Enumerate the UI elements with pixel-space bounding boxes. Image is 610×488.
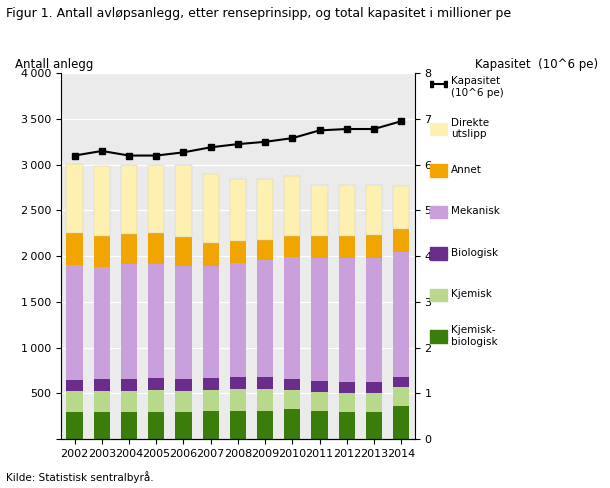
Bar (366, 392, 382, 412)
Bar (339, 392, 355, 412)
Bar (284, 176, 301, 236)
Text: Kjemisk: Kjemisk (451, 289, 492, 299)
Bar (230, 411, 246, 439)
Bar (257, 389, 273, 411)
Bar (257, 179, 273, 240)
Bar (121, 391, 137, 412)
Bar (203, 411, 219, 439)
Bar (175, 379, 192, 391)
Bar (148, 233, 165, 264)
Bar (175, 266, 192, 379)
Bar (366, 382, 382, 392)
Bar (393, 252, 409, 377)
Bar (284, 409, 301, 439)
Bar (94, 267, 110, 379)
Bar (230, 377, 246, 389)
Bar (366, 259, 382, 382)
Bar (203, 378, 219, 390)
Bar (94, 236, 110, 267)
Bar (148, 378, 165, 390)
Bar (257, 260, 273, 377)
Bar (339, 412, 355, 439)
Bar (148, 164, 165, 233)
Bar (203, 266, 219, 378)
Bar (66, 233, 83, 265)
Bar (121, 379, 137, 391)
Bar (203, 243, 219, 266)
Bar (257, 377, 273, 389)
Bar (257, 240, 273, 260)
Bar (66, 265, 83, 380)
Bar (284, 379, 301, 390)
Bar (175, 391, 192, 412)
Bar (121, 165, 137, 234)
Bar (366, 412, 382, 439)
Bar (94, 391, 110, 412)
Bar (148, 264, 165, 378)
Bar (393, 186, 409, 229)
Bar (393, 386, 409, 406)
Text: Kapasitet  (10^6 pe): Kapasitet (10^6 pe) (475, 59, 598, 71)
Bar (66, 164, 83, 233)
Bar (66, 380, 83, 391)
Text: Mekanisk: Mekanisk (451, 206, 500, 216)
Bar (284, 257, 301, 379)
Bar (284, 236, 301, 257)
Bar (284, 390, 301, 409)
Bar (311, 258, 328, 381)
Bar (230, 241, 246, 263)
Text: Figur 1. Antall avløpsanlegg, etter renseprinsipp, og total kapasitet i millione: Figur 1. Antall avløpsanlegg, etter rens… (6, 7, 511, 20)
Bar (148, 412, 165, 439)
Bar (203, 390, 219, 411)
Bar (175, 412, 192, 439)
Bar (311, 411, 328, 439)
Text: Kilde: Statistisk sentralbyrå.: Kilde: Statistisk sentralbyrå. (6, 471, 154, 483)
Bar (230, 263, 246, 377)
Bar (393, 377, 409, 386)
Bar (66, 412, 83, 439)
Bar (339, 258, 355, 382)
Bar (257, 411, 273, 439)
Bar (393, 406, 409, 439)
Text: Biologisk: Biologisk (451, 248, 498, 258)
Bar (393, 229, 409, 252)
Text: Kjemisk-
biologisk: Kjemisk- biologisk (451, 325, 498, 346)
Text: Annet: Annet (451, 165, 483, 175)
Bar (175, 165, 192, 237)
Bar (311, 391, 328, 411)
Text: Direkte
utslipp: Direkte utslipp (451, 118, 489, 139)
Bar (148, 390, 165, 412)
Bar (66, 391, 83, 412)
Bar (94, 166, 110, 236)
Bar (230, 389, 246, 411)
Text: Kapasitet
(10^6 pe): Kapasitet (10^6 pe) (451, 76, 504, 98)
Bar (339, 382, 355, 392)
Bar (203, 174, 219, 243)
Bar (121, 412, 137, 439)
Bar (311, 185, 328, 236)
Bar (94, 412, 110, 439)
Bar (230, 179, 246, 241)
Bar (366, 235, 382, 259)
Bar (339, 236, 355, 258)
Bar (121, 264, 137, 379)
Text: Antall anlegg: Antall anlegg (15, 59, 93, 71)
Bar (311, 236, 328, 258)
Bar (366, 185, 382, 235)
Bar (94, 379, 110, 391)
Bar (121, 234, 137, 264)
Bar (311, 381, 328, 391)
Bar (339, 185, 355, 236)
Bar (175, 237, 192, 266)
